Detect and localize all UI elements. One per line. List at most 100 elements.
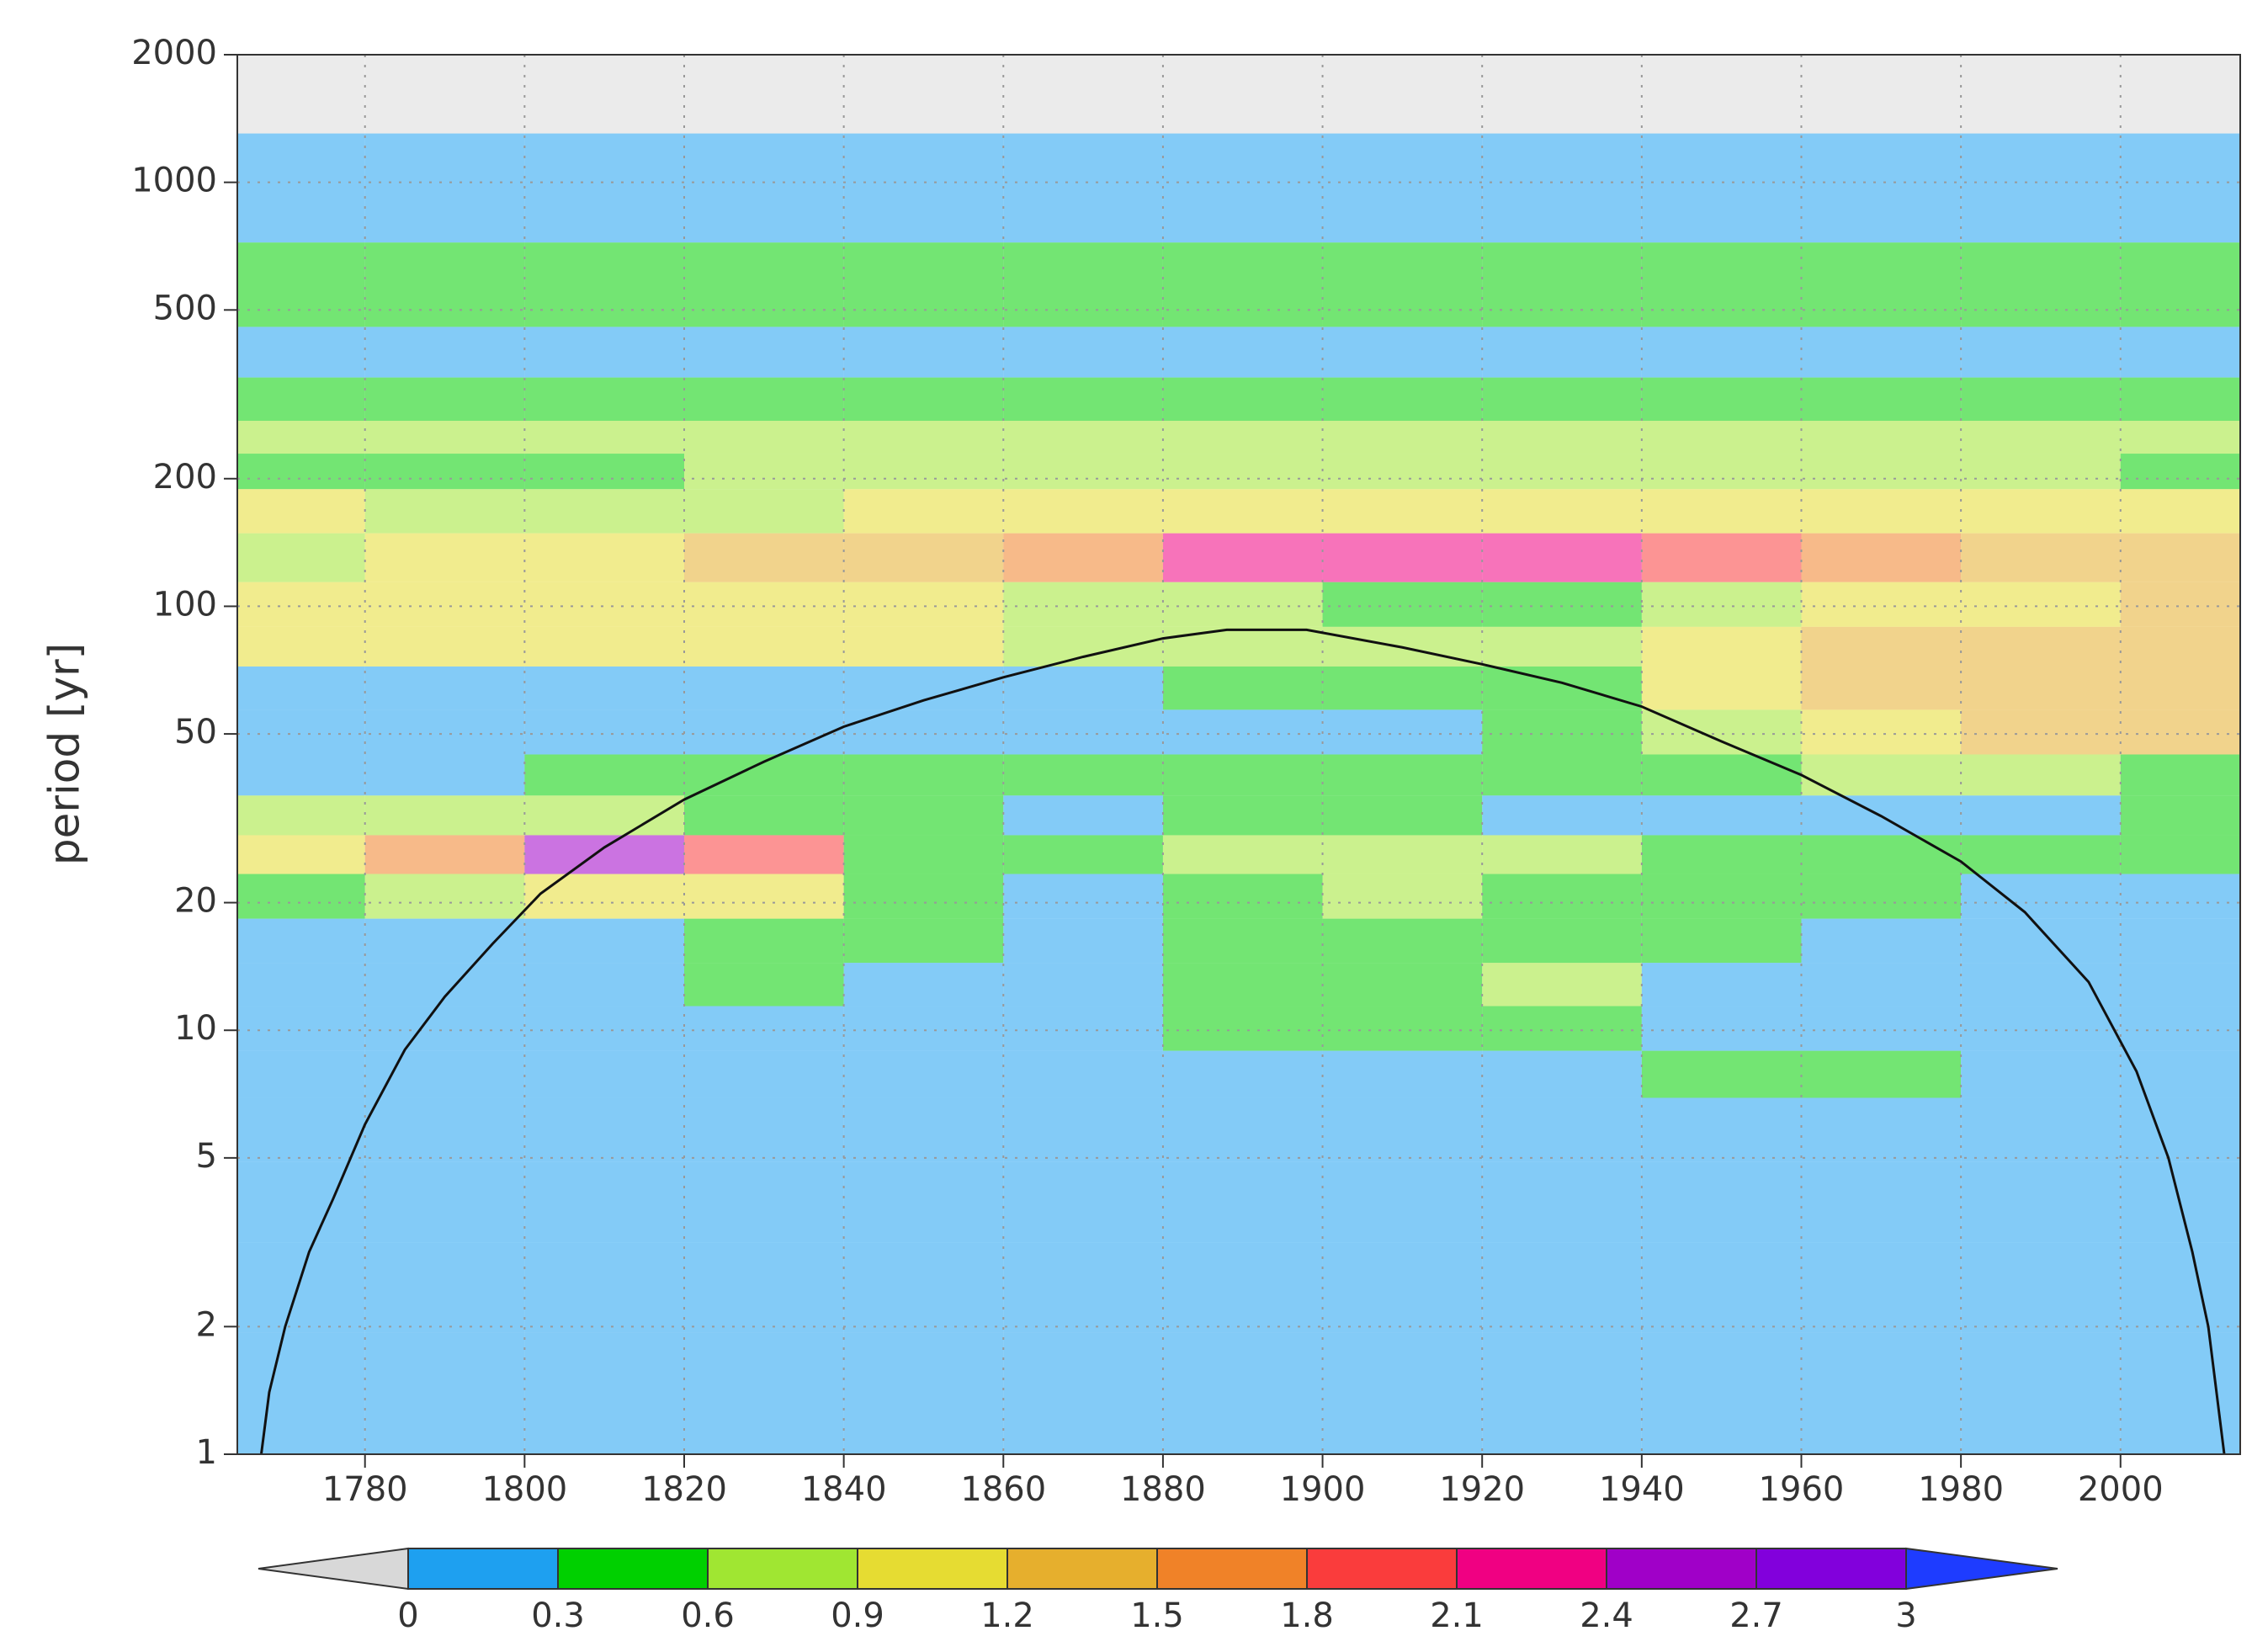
cell [1162, 835, 1324, 875]
cell [1801, 1097, 1962, 1162]
cell [1162, 1242, 1324, 1333]
cell [1961, 709, 2122, 755]
cell [1961, 421, 2122, 454]
cell [843, 709, 1004, 755]
cell [237, 133, 366, 243]
cell [1162, 1332, 1324, 1455]
cell [524, 1097, 685, 1162]
cell [2120, 626, 2241, 667]
cell [364, 626, 525, 667]
colorbar-label: 2.7 [1729, 1596, 1783, 1635]
cell [2120, 242, 2241, 327]
cell [237, 918, 366, 964]
cell [683, 1332, 845, 1455]
cell [843, 754, 1004, 796]
colorbar-swatch [1755, 1548, 1907, 1590]
cell [2120, 963, 2241, 1007]
cell [364, 454, 525, 490]
cell [843, 421, 1004, 454]
colorbar-label: 0.9 [831, 1596, 884, 1635]
cell [1641, 421, 1802, 454]
cell [843, 489, 1004, 534]
cell [237, 489, 366, 534]
cell [843, 963, 1004, 1007]
cell [364, 709, 525, 755]
cell [1961, 1050, 2122, 1099]
cell [237, 963, 366, 1007]
cell [1003, 666, 1164, 710]
cell [237, 454, 366, 490]
cell [1801, 666, 1962, 710]
cell [364, 421, 525, 454]
cell [683, 454, 845, 490]
cell [843, 454, 1004, 490]
cell [1641, 533, 1802, 583]
colorbar-swatch [707, 1548, 858, 1590]
cell [2120, 55, 2241, 135]
y-tick-label: 200 [153, 458, 217, 497]
cell [843, 327, 1004, 379]
cell [1482, 242, 1643, 327]
cell [1482, 1050, 1643, 1099]
y-tick-label: 1000 [131, 162, 217, 200]
cell [1482, 754, 1643, 796]
cell [1961, 1332, 2122, 1455]
cell [1322, 489, 1483, 534]
cell [524, 709, 685, 755]
cell [1162, 795, 1324, 836]
cell [1003, 1332, 1164, 1455]
cell [1162, 421, 1324, 454]
colorbar-label: 1.8 [1280, 1596, 1334, 1635]
cell [237, 1050, 366, 1099]
cell [843, 666, 1004, 710]
cell [524, 1242, 685, 1333]
cell [1801, 489, 1962, 534]
colorbar-over [1905, 1547, 2058, 1591]
cell [1162, 709, 1324, 755]
cell [364, 963, 525, 1007]
cell [524, 963, 685, 1007]
cell [1641, 835, 1802, 875]
cell [1003, 533, 1164, 583]
colorbar-swatch [557, 1548, 709, 1590]
y-tick-label: 1 [196, 1433, 217, 1472]
cell [683, 421, 845, 454]
cell [843, 918, 1004, 964]
x-tick-label: 1860 [960, 1470, 1046, 1509]
cell [524, 666, 685, 710]
cell [237, 835, 366, 875]
cell [1482, 918, 1643, 964]
cell [1162, 666, 1324, 710]
cell [524, 626, 685, 667]
cell [1801, 454, 1962, 490]
cell [364, 327, 525, 379]
cell [843, 1161, 1004, 1243]
cell [2120, 754, 2241, 796]
cell [524, 454, 685, 490]
cell [1003, 754, 1164, 796]
cell [1162, 242, 1324, 327]
cell [1641, 454, 1802, 490]
cell [2120, 133, 2241, 243]
x-tick-label: 1800 [481, 1470, 567, 1509]
cell [843, 1242, 1004, 1333]
cell [2120, 421, 2241, 454]
colorbar-label: 0.6 [681, 1596, 735, 1635]
cell [364, 1050, 525, 1099]
colorbar-swatch [1606, 1548, 1757, 1590]
cell [524, 377, 685, 422]
cell [524, 533, 685, 583]
cell [1322, 55, 1483, 135]
cell [1801, 421, 1962, 454]
cell [237, 1006, 366, 1052]
cell [1322, 1332, 1483, 1455]
cell [1641, 1332, 1802, 1455]
cell [683, 918, 845, 964]
cell [237, 709, 366, 755]
cell [364, 918, 525, 964]
colorbar-label: 2.4 [1580, 1596, 1633, 1635]
cell [1162, 489, 1324, 534]
cell [364, 533, 525, 583]
cell [1961, 582, 2122, 628]
colorbar-swatch [1156, 1548, 1308, 1590]
